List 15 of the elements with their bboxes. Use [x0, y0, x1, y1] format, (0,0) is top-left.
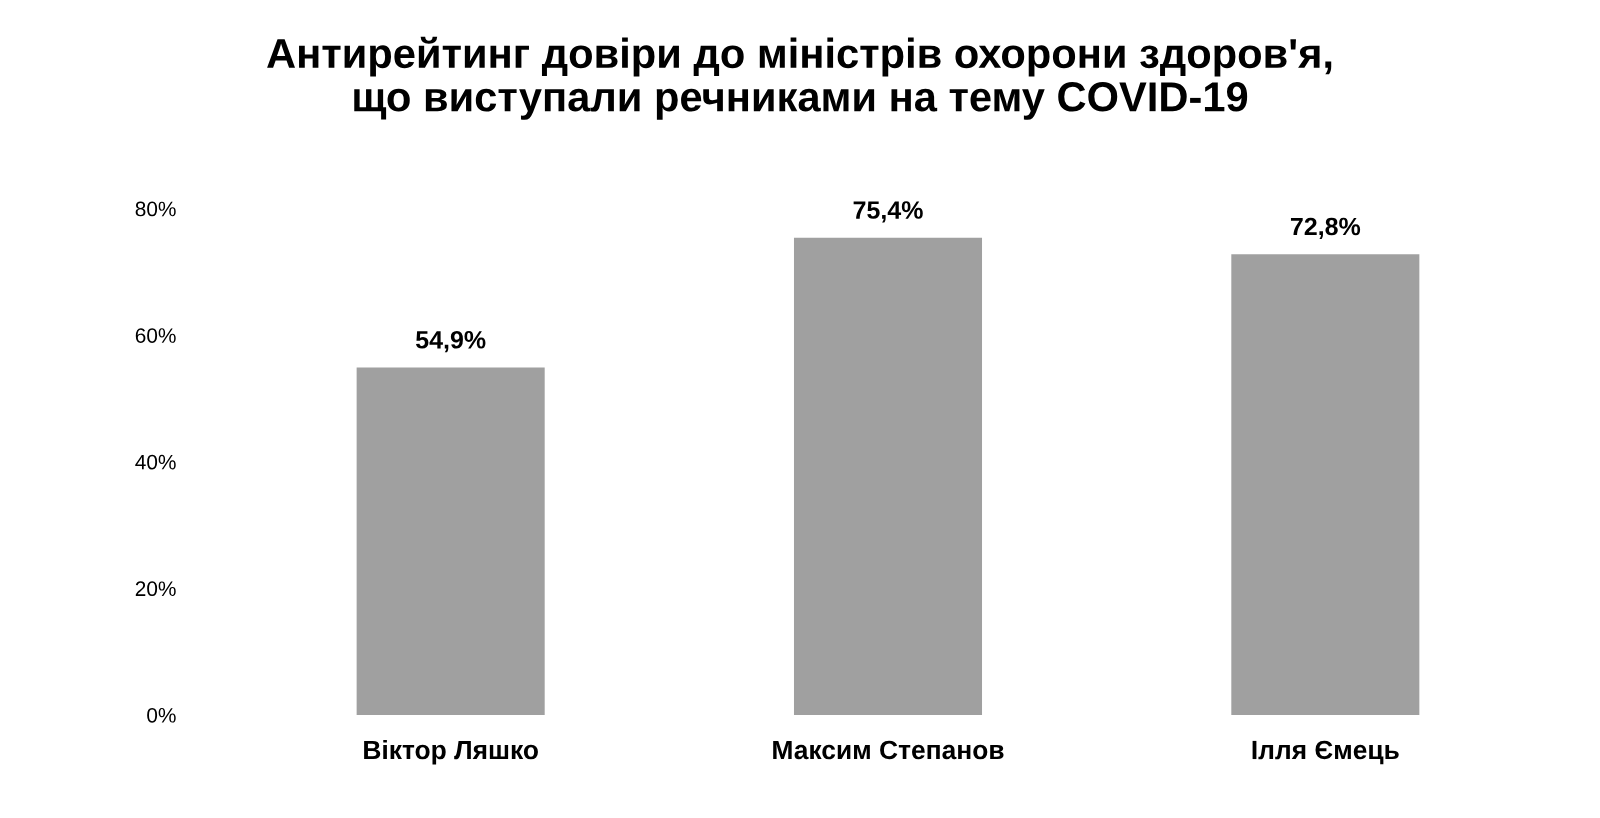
bar	[793, 237, 983, 715]
chart-title: Антирейтинг довіри до міністрів охорони здоров'я, що виступали речниками на тему COVID-19	[267, 36, 1332, 120]
bar	[356, 367, 545, 715]
y-tick-label: 20%	[135, 581, 176, 597]
y-tick-label: 60%	[135, 328, 176, 343]
x-tick-label: Ілля Ємець	[1252, 740, 1399, 765]
bar	[1231, 254, 1420, 715]
data-label: 75,4%	[853, 201, 923, 223]
x-tick-label: Віктор Ляшко	[364, 739, 538, 765]
y-tick-label: 80%	[135, 201, 176, 217]
data-label: 54,9%	[415, 330, 486, 353]
x-tick-label: Максим Степанов	[773, 740, 1004, 760]
data-label: 72,8%	[1290, 217, 1361, 239]
y-tick-label: 0%	[147, 707, 176, 723]
y-tick-label: 40%	[135, 454, 176, 470]
